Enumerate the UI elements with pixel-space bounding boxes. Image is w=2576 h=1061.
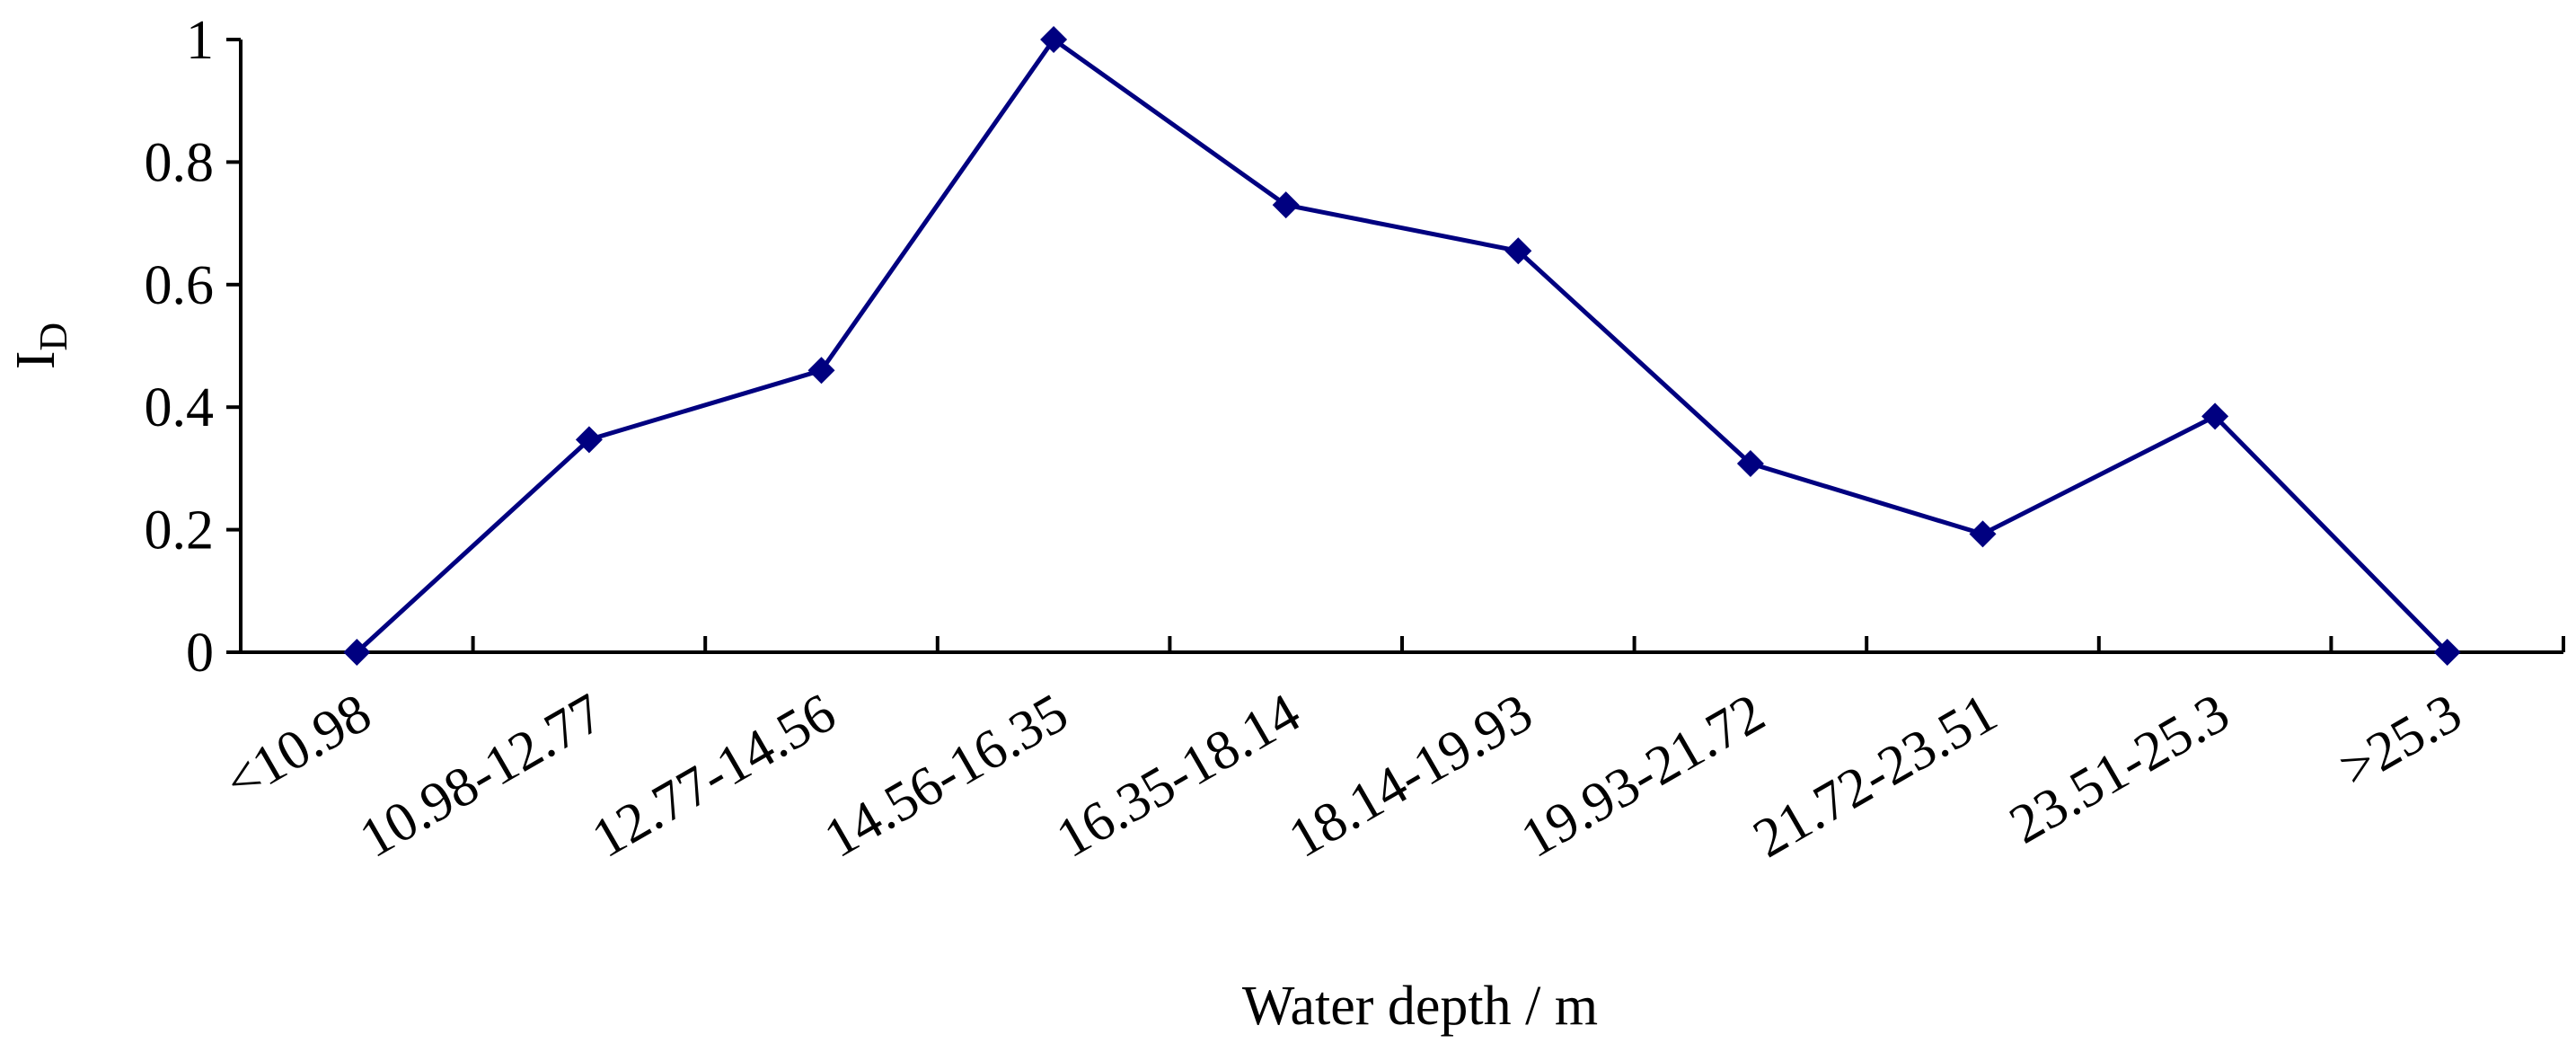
y-axis-title-main: I	[5, 351, 66, 370]
x-tick-label: 14.56-16.35	[815, 682, 1079, 870]
series-layer	[343, 26, 2461, 666]
y-axis-title: ID	[5, 323, 75, 369]
y-tick-label: 0.8	[145, 132, 215, 193]
data-point-marker	[1736, 449, 1764, 477]
axes	[226, 38, 2565, 654]
data-point-marker	[1969, 520, 1997, 548]
x-tick-label: 16.35-18.14	[1046, 682, 1310, 870]
y-tick-label: 0.6	[145, 255, 215, 316]
data-point-marker	[1040, 26, 1068, 53]
labels-layer: 0 0.2 0.4 0.6 0.8 1 <10.9810.98-12.7712.77-14.…	[5, 10, 2472, 1037]
x-tick-label: 19.93-21.72	[1511, 682, 1775, 870]
series-line	[355, 36, 2449, 654]
y-axis-title-subscript: D	[31, 323, 75, 351]
data-point-marker	[807, 357, 835, 385]
x-tick-label: <10.98	[215, 682, 381, 813]
x-tick-label: >25.3	[2329, 682, 2471, 800]
y-tick-label: 0.4	[145, 377, 215, 438]
x-tick-label: 23.51-25.3	[1999, 682, 2239, 855]
data-point-marker	[343, 639, 371, 666]
x-tick-label: 21.72-23.51	[1743, 682, 2007, 870]
data-point-marker	[1272, 191, 1300, 219]
y-tick-label: 0.2	[145, 500, 215, 561]
x-axis-title: Water depth / m	[1242, 976, 1598, 1037]
data-point-marker	[2433, 639, 2461, 666]
data-point-marker	[575, 426, 603, 454]
y-tick-label: 1	[186, 10, 214, 71]
x-tick-label: 12.77-14.56	[582, 682, 846, 870]
x-tick-label: 10.98-12.77	[349, 682, 613, 870]
y-tick-label: 0	[186, 623, 214, 684]
data-point-marker	[2201, 402, 2229, 430]
x-tick-label: 18.14-19.93	[1279, 682, 1543, 870]
data-point-marker	[1504, 237, 1532, 265]
